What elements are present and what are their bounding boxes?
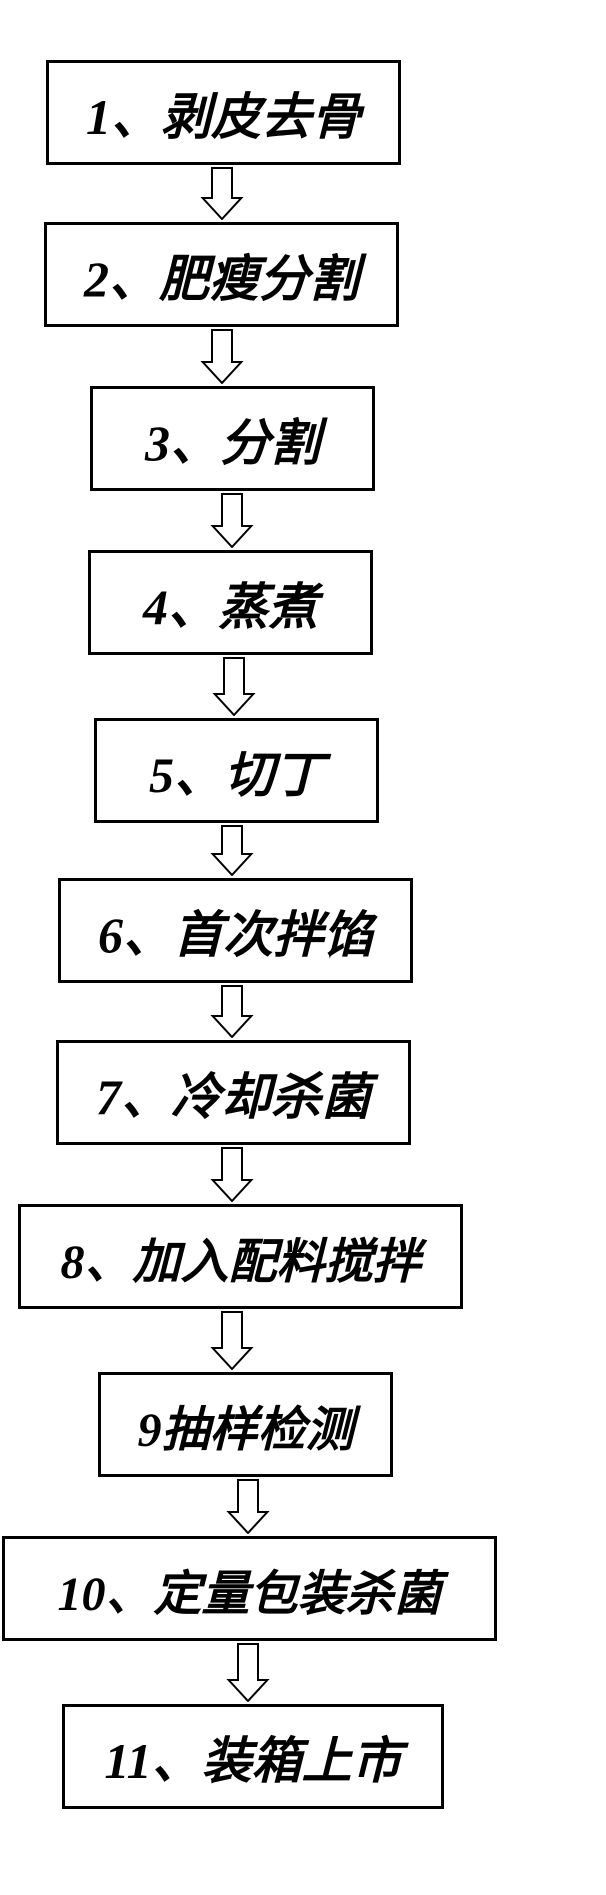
flow-node-label: 9抽样检测 (137, 1390, 353, 1460)
flow-arrow-8 (209, 1311, 255, 1370)
flow-node-label: 7、冷却杀菌 (96, 1057, 371, 1129)
flow-node-label: 8、加入配料搅拌 (60, 1222, 420, 1292)
flow-node-label: 6、首次拌馅 (98, 895, 373, 967)
flowchart-canvas: 1、剥皮去骨 2、肥瘦分割 3、分割 4、蒸煮 5、切丁 6、首次拌馅 7、冷却杀菌 8、加入… (0, 0, 606, 1895)
flow-arrow-5 (209, 825, 255, 876)
flow-node-5: 5、切丁 (94, 718, 379, 823)
flow-node-7: 7、冷却杀菌 (56, 1040, 411, 1145)
flow-arrow-9 (225, 1479, 271, 1534)
flow-arrow-4 (211, 657, 257, 716)
flow-node-label: 5、切丁 (149, 735, 324, 807)
flow-node-label: 2、肥瘦分割 (84, 239, 359, 311)
flow-node-8: 8、加入配料搅拌 (18, 1204, 463, 1309)
flow-node-1: 1、剥皮去骨 (46, 60, 401, 165)
flow-arrow-3 (209, 493, 255, 548)
flow-arrow-10 (225, 1643, 271, 1702)
flow-node-9: 9抽样检测 (98, 1372, 393, 1477)
flow-arrow-7 (209, 1147, 255, 1202)
flow-node-6: 6、首次拌馅 (58, 878, 413, 983)
flow-node-3: 3、分割 (90, 386, 375, 491)
flow-node-label: 3、分割 (145, 403, 320, 475)
flow-node-label: 4、蒸煮 (143, 567, 318, 639)
flow-node-2: 2、肥瘦分割 (44, 222, 399, 327)
flow-node-label: 1、剥皮去骨 (86, 77, 361, 149)
flow-node-11: 11、装箱上市 (62, 1704, 444, 1809)
flow-arrow-2 (199, 329, 245, 384)
flow-arrow-6 (209, 985, 255, 1038)
flow-arrow-1 (199, 167, 245, 220)
flow-node-4: 4、蒸煮 (88, 550, 373, 655)
flow-node-label: 11、装箱上市 (104, 1721, 401, 1793)
flow-node-label: 10、定量包装杀菌 (57, 1554, 441, 1624)
flow-node-10: 10、定量包装杀菌 (2, 1536, 497, 1641)
